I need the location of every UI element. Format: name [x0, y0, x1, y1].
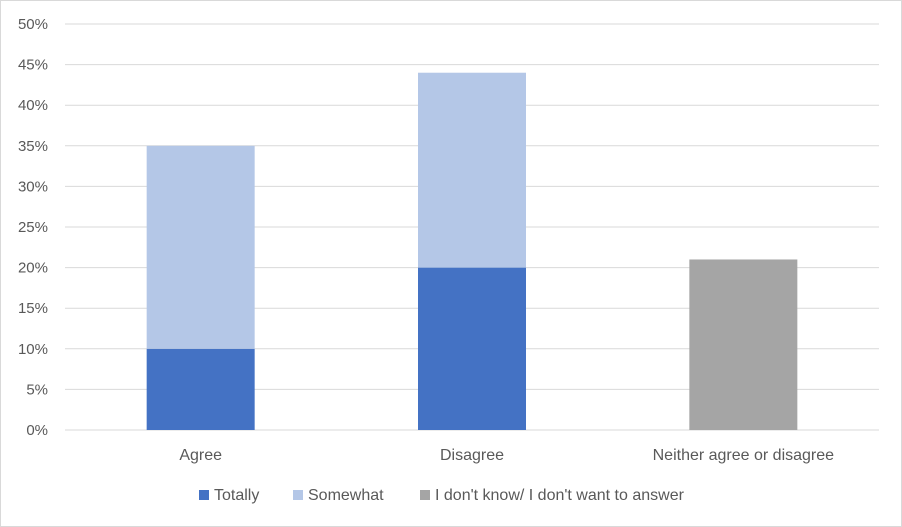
legend-label: Totally [214, 487, 259, 504]
y-tick-label: 0% [26, 422, 48, 439]
y-tick-label: 5% [26, 381, 48, 398]
y-tick-label: 15% [18, 300, 48, 317]
y-tick-label: 30% [18, 178, 48, 195]
y-tick-label: 45% [18, 57, 48, 74]
y-axis-tick-labels: 0% 5% 10% 15% 20% 25% 30% 35% 40% 45% 50% [18, 16, 48, 439]
y-tick-label: 20% [18, 260, 48, 277]
y-tick-label: 35% [18, 138, 48, 155]
x-category-label: Agree [179, 447, 222, 464]
bars [146, 72, 798, 430]
x-category-label: Neither agree or disagree [653, 447, 835, 464]
bar-segment [418, 267, 526, 430]
legend-label: I don't know/ I don't want to answer [435, 487, 685, 504]
x-axis-category-labels: Agree Disagree Neither agree or disagree [179, 447, 834, 464]
legend-swatch [199, 490, 209, 500]
bar-segment [418, 72, 526, 268]
y-tick-label: 25% [18, 219, 48, 236]
legend-label: Somewhat [308, 487, 384, 504]
bar-segment [689, 259, 798, 430]
x-category-label: Disagree [440, 447, 504, 464]
legend-swatch [293, 490, 303, 500]
y-tick-label: 10% [18, 341, 48, 358]
bar-segment [146, 348, 255, 430]
y-tick-label: 40% [18, 97, 48, 114]
bar-segment [146, 145, 255, 349]
legend: Totally Somewhat I don't know/ I don't wan… [199, 487, 685, 504]
y-tick-label: 50% [18, 16, 48, 33]
legend-swatch [420, 490, 430, 500]
